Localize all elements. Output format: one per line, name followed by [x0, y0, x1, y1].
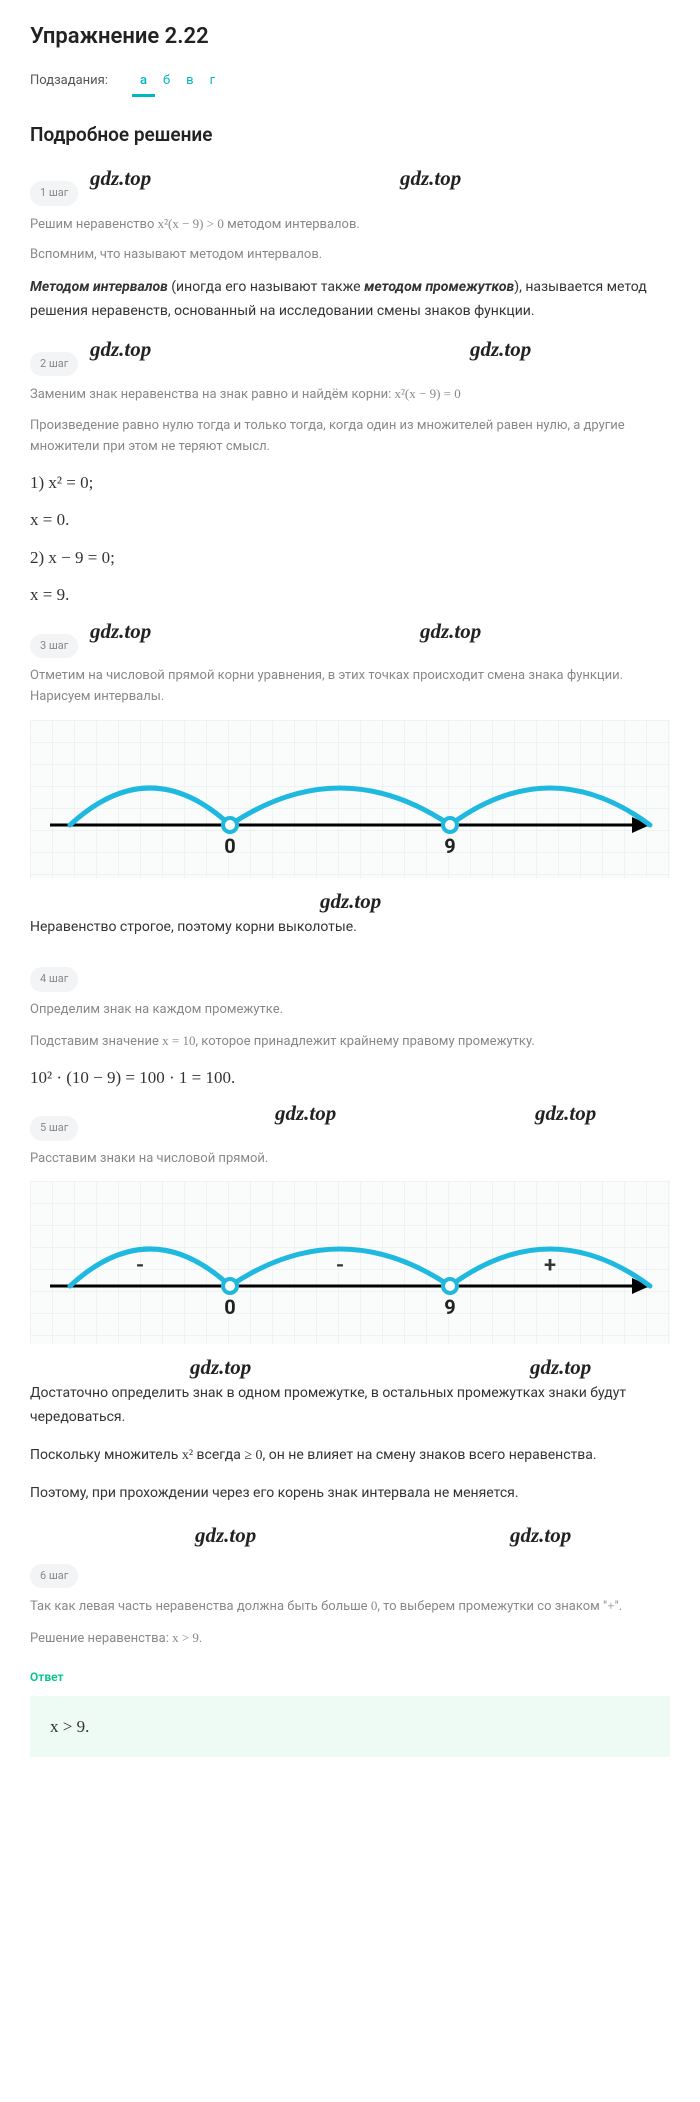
watermark: gdz.top: [420, 616, 481, 648]
text-line: Заменим знак неравенства на знак равно и…: [30, 384, 670, 406]
watermark: gdz.top: [320, 886, 381, 918]
text-line: Решим неравенство x²(x − 9) > 0 методом …: [30, 214, 670, 236]
step-badge: 6 шаг: [30, 1564, 78, 1589]
svg-text:0: 0: [224, 1295, 235, 1319]
text-line: Методом интервалов (иногда его называют …: [30, 276, 670, 324]
watermark: gdz.top: [90, 616, 151, 648]
text-line: 10² · (10 − 9) = 100 · 1 = 100.: [30, 1065, 670, 1091]
watermark: gdz.top: [90, 334, 151, 366]
text-line: Неравенство строгое, поэтому корни выкол…: [30, 916, 670, 940]
answer-box: x > 9.: [30, 1696, 670, 1758]
tab-б[interactable]: б: [155, 67, 178, 94]
section-heading: Подробное решение: [30, 121, 670, 150]
text-line: Поскольку множитель x² всегда ≥ 0, он не…: [30, 1444, 670, 1468]
step-badge: 2 шаг: [30, 352, 78, 377]
text-line: Поэтому, при прохождении через его корен…: [30, 1482, 670, 1506]
step-badge: 4 шаг: [30, 967, 78, 992]
svg-text:0: 0: [224, 834, 235, 858]
svg-text:9: 9: [444, 1295, 455, 1319]
step-badge: 1 шаг: [30, 181, 78, 206]
svg-text:+: +: [544, 1253, 556, 1278]
text-line: 1) x² = 0;: [30, 470, 670, 496]
text-line: x = 9.: [30, 582, 670, 608]
watermark: gdz.top: [535, 1098, 596, 1130]
subtasks-label: Подзадания:: [30, 71, 108, 91]
text-line: Вспомним, что называют методом интервало…: [30, 245, 670, 266]
svg-text:9: 9: [444, 834, 455, 858]
watermark: gdz.top: [195, 1520, 256, 1552]
text-line: Достаточно определить знак в одном проме…: [30, 1382, 670, 1430]
watermark: gdz.top: [190, 1352, 251, 1384]
watermark: gdz.top: [530, 1352, 591, 1384]
interval-chart: - - +0 9: [30, 1181, 670, 1344]
watermark: gdz.top: [90, 163, 151, 195]
subtasks-row: Подзадания: абвг: [30, 71, 670, 91]
step-badge: 5 шаг: [30, 1116, 78, 1141]
svg-text:-: -: [136, 1253, 144, 1278]
text-line: Произведение равно нулю тогда и только т…: [30, 416, 670, 458]
answer-label: Ответ: [30, 1668, 670, 1686]
text-line: Решение неравенства: x > 9.: [30, 1628, 670, 1650]
text-line: Отметим на числовой прямой корни уравнен…: [30, 666, 670, 708]
text-line: Определим знак на каждом промежутке.: [30, 1000, 670, 1021]
tab-а[interactable]: а: [132, 67, 155, 97]
text-line: 2) x − 9 = 0;: [30, 545, 670, 571]
tab-в[interactable]: в: [178, 67, 201, 94]
interval-chart: 09: [30, 720, 670, 878]
text-line: Расставим знаки на числовой прямой.: [30, 1149, 670, 1170]
page-title: Упражнение 2.22: [30, 20, 670, 53]
tab-г[interactable]: г: [202, 67, 223, 94]
watermark: gdz.top: [400, 163, 461, 195]
text-line: Так как левая часть неравенства должна б…: [30, 1596, 670, 1618]
svg-text:-: -: [336, 1253, 344, 1278]
watermark: gdz.top: [470, 334, 531, 366]
text-line: x = 0.: [30, 507, 670, 533]
text-line: Подставим значение x = 10, которое прина…: [30, 1031, 670, 1053]
watermark: gdz.top: [275, 1098, 336, 1130]
step-badge: 3 шаг: [30, 634, 78, 659]
watermark: gdz.top: [510, 1520, 571, 1552]
